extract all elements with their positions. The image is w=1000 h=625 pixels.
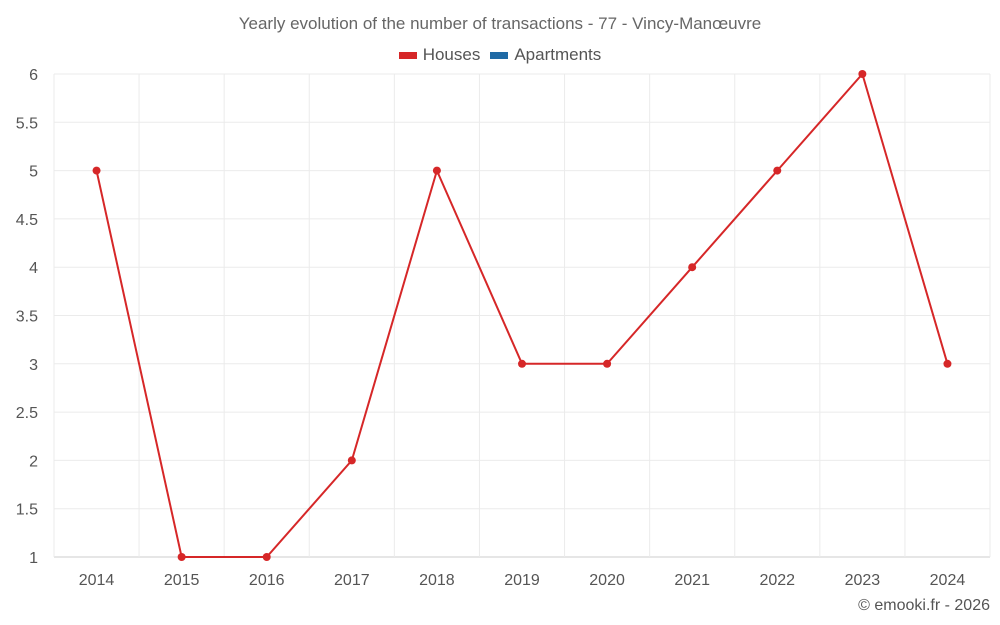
y-tick-label: 3.5 xyxy=(16,309,38,326)
x-tick-label: 2016 xyxy=(249,572,285,589)
data-point-houses xyxy=(943,359,952,368)
x-tick-label: 2022 xyxy=(759,572,795,589)
x-tick-label: 2023 xyxy=(845,572,881,589)
legend-label-houses: Houses xyxy=(422,45,481,64)
y-tick-label: 3 xyxy=(29,357,38,374)
data-point-houses xyxy=(177,553,186,561)
chart-title: Yearly evolution of the number of transa… xyxy=(238,14,762,33)
x-tick-label: 2014 xyxy=(79,572,115,589)
data-point-houses xyxy=(858,70,867,78)
legend-label-apartments: Apartments xyxy=(514,45,602,64)
data-point-houses xyxy=(773,166,782,175)
legend-swatch-apartments xyxy=(490,51,509,59)
y-tick-label: 2.5 xyxy=(16,405,38,422)
x-tick-label: 2019 xyxy=(504,572,540,589)
credit-text: © emooki.fr - 2026 xyxy=(858,597,990,614)
x-tick-label: 2021 xyxy=(674,572,710,589)
y-tick-label: 5 xyxy=(29,164,38,181)
y-tick-label: 4.5 xyxy=(16,212,38,229)
data-point-houses xyxy=(603,359,612,368)
y-tick-label: 2 xyxy=(29,453,38,470)
legend-item-houses[interactable]: Houses xyxy=(398,45,481,65)
data-point-houses xyxy=(347,456,356,465)
data-point-houses xyxy=(92,166,101,175)
x-tick-label: 2020 xyxy=(589,572,625,589)
y-tick-label: 5.5 xyxy=(16,115,38,132)
y-tick-label: 4 xyxy=(29,260,38,277)
legend-item-apartments[interactable]: Apartments xyxy=(490,45,601,65)
x-tick-label: 2017 xyxy=(334,572,370,589)
x-tick-label: 2018 xyxy=(419,572,455,589)
data-point-houses xyxy=(688,263,697,272)
data-point-houses xyxy=(262,553,271,561)
x-tick-label: 2015 xyxy=(164,572,200,589)
y-tick-label: 1 xyxy=(29,550,38,567)
y-tick-label: 1.5 xyxy=(16,502,38,519)
data-point-houses xyxy=(518,359,526,368)
legend-swatch-houses xyxy=(398,51,417,59)
x-tick-label: 2024 xyxy=(930,572,966,589)
data-point-houses xyxy=(432,166,441,175)
y-tick-label: 6 xyxy=(29,67,38,84)
legend: Houses Apartments xyxy=(0,45,1000,65)
